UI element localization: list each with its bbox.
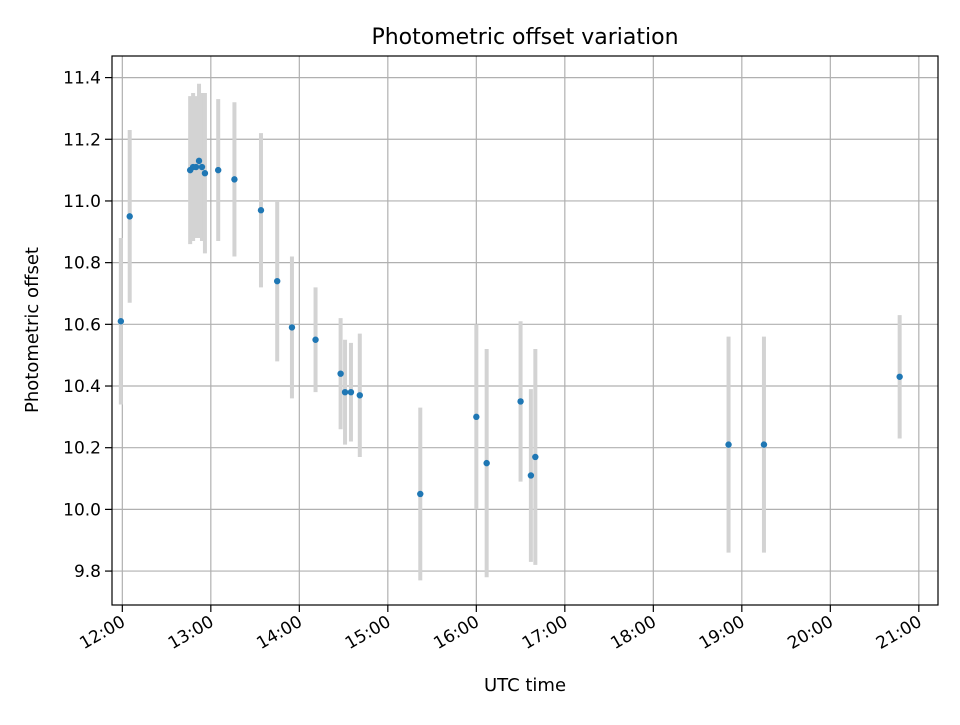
y-tick-label: 11.2	[63, 130, 101, 150]
data-point	[347, 388, 355, 396]
data-point	[417, 490, 424, 498]
plot-frame	[111, 55, 939, 606]
y-tick-label: 10.8	[63, 254, 101, 274]
data-point	[483, 459, 490, 467]
data-point	[517, 398, 524, 405]
data-point	[195, 157, 203, 165]
data-points	[117, 157, 903, 498]
data-point	[126, 213, 133, 220]
y-tick-label: 11.0	[63, 192, 101, 212]
grid	[112, 56, 938, 605]
data-point	[337, 370, 344, 377]
data-point	[257, 207, 265, 214]
data-point	[725, 441, 732, 448]
data-point	[527, 472, 535, 479]
y-tick-label: 9.8	[74, 562, 101, 582]
y-tick-label: 10.0	[63, 500, 101, 520]
data-point	[231, 176, 238, 183]
data-point	[198, 163, 206, 171]
chart-title: Photometric offset variation	[371, 25, 678, 50]
y-axis-ticks: 9.8 10.0 10.2 10.4 10.6 10.8 11.0 11.2 11.4	[63, 69, 112, 582]
y-tick-label: 10.2	[63, 439, 101, 459]
data-point	[312, 336, 319, 343]
data-point	[288, 324, 296, 331]
data-point	[356, 392, 363, 399]
data-point	[215, 166, 222, 174]
data-point	[532, 453, 539, 461]
data-point	[192, 163, 200, 171]
data-point	[274, 277, 281, 285]
y-tick-label: 10.6	[63, 315, 101, 335]
y-axis-label: Photometric offset	[22, 247, 43, 413]
data-point	[473, 413, 480, 421]
y-tick-label: 10.4	[63, 377, 101, 397]
data-point	[760, 441, 768, 448]
data-point	[341, 388, 349, 396]
y-tick-label: 11.4	[63, 69, 101, 89]
x-axis-label: UTC time	[484, 675, 566, 696]
data-point	[896, 373, 903, 380]
data-point	[117, 318, 125, 325]
data-point	[201, 170, 209, 177]
